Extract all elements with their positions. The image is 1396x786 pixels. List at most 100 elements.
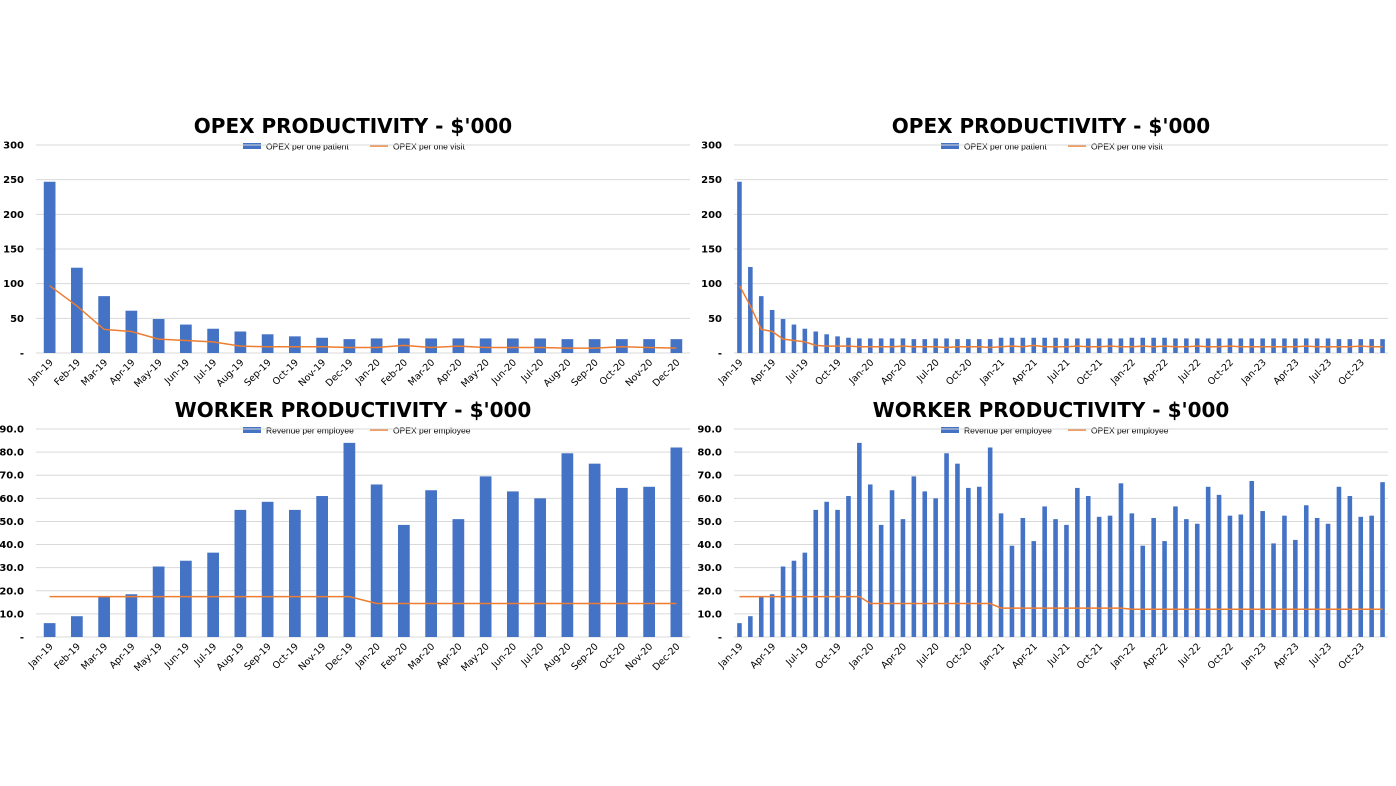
bar	[998, 513, 1004, 637]
bar	[452, 519, 465, 637]
bar	[1140, 545, 1146, 637]
bar	[1205, 338, 1211, 353]
bar	[643, 339, 655, 353]
bar	[43, 623, 56, 637]
y-tick-label: 300	[701, 141, 722, 152]
bar	[857, 442, 862, 637]
chart-svg: WORKER PRODUCTIVITY - $'000 Revenue per e…	[697, 398, 1388, 672]
bar	[802, 552, 808, 637]
series-line	[738, 285, 1383, 349]
bar	[71, 267, 83, 353]
x-tick-label: Oct-20	[944, 641, 974, 671]
bar	[791, 560, 797, 637]
bar	[889, 338, 895, 353]
x-tick-label: Oct-23	[1336, 357, 1366, 387]
bar	[1075, 487, 1080, 637]
bar	[1249, 481, 1255, 637]
chart-legend: OPEX per one patient OPEX per one visit	[243, 142, 465, 152]
bar	[1271, 543, 1276, 637]
y-tick-label: 80.0	[0, 448, 24, 459]
bar	[1053, 519, 1058, 637]
chart-title: WORKER PRODUCTIVITY - $'000	[175, 398, 532, 422]
chart-opex-productivity-2019-2023: OPEX PRODUCTIVITY - $'000 OPEX per one pa…	[698, 112, 1396, 402]
bar	[944, 338, 949, 353]
y-tick-label: 10.0	[697, 609, 722, 620]
bar	[813, 331, 819, 353]
x-tick-label: Oct-21	[1075, 357, 1105, 387]
legend-label: OPEX per one patient	[964, 142, 1047, 152]
bar	[987, 339, 993, 353]
bar	[933, 498, 938, 637]
bar	[1085, 338, 1091, 353]
bar	[1369, 515, 1374, 637]
bar	[1064, 338, 1069, 353]
bar	[1336, 486, 1342, 637]
y-tick-label: 90.0	[0, 425, 24, 436]
x-tick-label: Apr-20	[879, 641, 909, 671]
bar	[1325, 338, 1331, 353]
bar	[425, 490, 437, 637]
bar	[1260, 338, 1265, 353]
x-tick-label: Jan-19	[716, 641, 746, 671]
bar	[1151, 517, 1156, 637]
y-tick-label: 60.0	[697, 494, 722, 505]
legend-swatch-bar	[243, 143, 261, 149]
legend-swatch-bar	[941, 427, 959, 433]
bar	[824, 334, 829, 353]
bar	[1325, 523, 1331, 637]
x-tick-label: Nov-20	[624, 357, 656, 389]
x-tick-label: Jun-20	[489, 641, 519, 671]
bar	[289, 336, 301, 353]
y-tick-label: 200	[701, 210, 722, 221]
bar	[1314, 517, 1320, 637]
y-tick-label: 40.0	[0, 540, 24, 551]
bar	[398, 524, 410, 637]
bar	[791, 324, 797, 353]
bar	[998, 337, 1004, 353]
bar	[670, 339, 683, 353]
y-tick-label: 200	[3, 210, 24, 221]
bar	[180, 324, 192, 353]
bar	[944, 453, 949, 637]
y-tick-label: 100	[3, 279, 24, 290]
chart-opex-productivity-2019-2020: OPEX PRODUCTIVITY - $'000 OPEX per one pa…	[0, 112, 698, 402]
bar	[1129, 513, 1135, 637]
bar	[261, 501, 274, 637]
x-tick-label: Jul-21	[1045, 641, 1073, 669]
x-tick-label: Oct-23	[1336, 641, 1366, 671]
bar	[748, 616, 753, 637]
x-tick-label: Jun-19	[162, 641, 192, 671]
x-tick-label: Oct-22	[1206, 641, 1236, 671]
x-tick-label: Jan-22	[1108, 357, 1138, 387]
y-tick-label: 50	[10, 314, 24, 325]
y-tick-label: 50.0	[697, 517, 722, 528]
chart-legend: OPEX per one patient OPEX per one visit	[941, 142, 1163, 152]
bar	[561, 339, 574, 353]
bar	[889, 490, 895, 637]
x-tick-label: Sep-20	[569, 357, 600, 388]
bar	[878, 524, 884, 637]
bar	[1314, 338, 1320, 353]
bar	[1216, 494, 1222, 637]
x-tick-label: Aug-20	[542, 357, 574, 389]
bar	[479, 476, 492, 637]
bar	[824, 501, 829, 637]
x-tick-label: Nov-20	[624, 641, 656, 673]
bar	[1173, 338, 1178, 353]
bar	[1151, 337, 1156, 353]
bar	[1282, 338, 1287, 353]
bar	[1031, 541, 1037, 637]
bar	[98, 596, 110, 637]
bar	[867, 484, 873, 637]
bar	[835, 509, 840, 637]
bar	[561, 453, 574, 637]
legend-label: OPEX per one visit	[1091, 142, 1163, 152]
bar	[1271, 338, 1276, 353]
x-tick-label: Oct-22	[1206, 357, 1236, 387]
bar	[1020, 337, 1026, 353]
x-tick-label: Dec-19	[324, 641, 356, 673]
x-tick-label: Jul-19	[783, 641, 811, 669]
bar	[1303, 505, 1309, 637]
x-tick-label: Jun-20	[489, 357, 519, 387]
bar	[922, 491, 928, 637]
